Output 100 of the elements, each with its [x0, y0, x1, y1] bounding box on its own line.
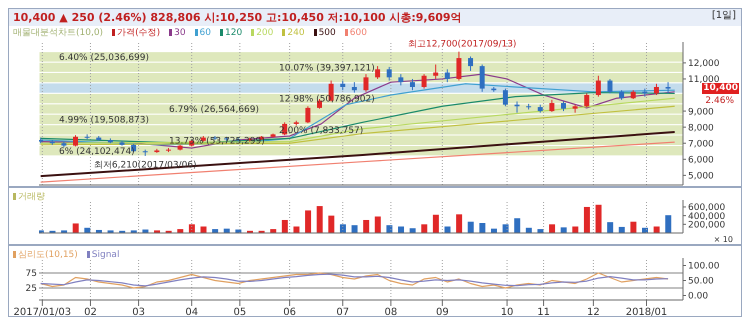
- y-tick-label: 50.00: [688, 276, 714, 287]
- x-tick-label: 10: [500, 307, 514, 318]
- candlestick: [502, 88, 508, 107]
- text: 10,400: [702, 82, 739, 94]
- bar: [665, 215, 672, 233]
- x-tick-label: 06: [283, 307, 296, 318]
- x-tick-label: 03: [132, 307, 145, 318]
- candlestick: [480, 64, 485, 92]
- candlestick: [305, 106, 310, 124]
- candlestick: [514, 100, 520, 114]
- bar: [432, 214, 439, 233]
- legend-label: 240: [286, 26, 305, 39]
- bar: [479, 223, 486, 233]
- bar: [352, 225, 358, 233]
- ref-line-label: 75: [26, 269, 37, 280]
- band-label: 6.40% (25,036,699): [59, 53, 150, 64]
- x-tick-label: 05: [233, 307, 246, 318]
- y-tick-label: 8,000: [688, 123, 714, 134]
- candlestick: [73, 134, 78, 147]
- x-tick-label: 07: [336, 307, 350, 318]
- text: [1일]: [710, 10, 737, 21]
- candlestick: [468, 56, 474, 72]
- legend-label: 30: [173, 26, 186, 39]
- text: 거래량: [17, 191, 45, 203]
- candlestick: [584, 92, 590, 108]
- bar: [421, 224, 428, 233]
- legend-label: 60: [198, 26, 211, 39]
- bar: [398, 226, 404, 233]
- x-tick-label: 04: [185, 307, 198, 318]
- legend-label: 200: [255, 26, 274, 39]
- bar: [200, 226, 207, 233]
- bar: [514, 218, 520, 233]
- y-tick-label: 400,000: [688, 212, 726, 222]
- candlestick: [549, 99, 554, 112]
- bar: [328, 216, 334, 233]
- bar: [282, 220, 288, 233]
- band-label: 6% (24,102,474): [59, 146, 135, 157]
- line-series: [40, 83, 676, 146]
- candlestick: [456, 51, 462, 82]
- legend-label: 500: [318, 26, 336, 39]
- candlestick: [386, 66, 392, 82]
- candlestick: [433, 64, 438, 80]
- text: 2.46%: [704, 96, 735, 107]
- bar: [293, 226, 300, 233]
- candlestick: [375, 66, 380, 80]
- y-tick-label: 9,000: [688, 107, 714, 118]
- y-tick-label: 5,000: [688, 172, 714, 182]
- y-tick-label: 7,000: [688, 139, 714, 150]
- bar: [630, 222, 636, 233]
- bar: [654, 226, 660, 233]
- x-tick-label: 2017/01/03: [14, 307, 72, 318]
- bar: [305, 210, 312, 233]
- y-axis-title: × 10: [714, 235, 733, 244]
- line-series: [40, 106, 676, 146]
- ref-line-label: 25: [26, 284, 37, 294]
- band-label: 4.99% (19,508,873): [59, 116, 150, 126]
- candlestick: [422, 74, 427, 90]
- bar: [607, 222, 614, 233]
- band-label: 6.79% (26,564,669): [169, 105, 260, 116]
- chart-title: 10,400 ▲ 250 (2.46%) 828,806 시:10,250 고:10,450 저:10,100 시총:9,609억: [13, 11, 462, 24]
- bar: [456, 214, 462, 233]
- text: 가격(수정): [116, 27, 160, 39]
- bar: [468, 222, 474, 233]
- legend-label: 120: [224, 26, 242, 39]
- bar: [596, 204, 602, 233]
- bar: [410, 228, 416, 233]
- x-tick-label: 09: [436, 307, 449, 318]
- legend-title: 매물대분석차트(10,0): [13, 27, 104, 39]
- x-tick-label: 02: [84, 307, 97, 318]
- candlestick: [619, 90, 624, 100]
- candlestick: [340, 80, 346, 91]
- legend-label: 600: [348, 26, 367, 39]
- y-tick-label: 100.00: [688, 262, 720, 272]
- candlestick: [398, 74, 404, 86]
- y-tick-label: 6,000: [688, 155, 714, 166]
- annotation: 최고12,700(2017/09/13): [408, 40, 516, 50]
- bar: [444, 226, 450, 233]
- bar: [374, 216, 381, 233]
- legend-label: 심리도(10,15): [17, 249, 78, 261]
- candlestick: [363, 74, 368, 92]
- x-tick-label: 08: [384, 307, 398, 318]
- candlestick: [352, 82, 357, 94]
- candlestick: [654, 83, 659, 96]
- y-tick-label: 200,000: [688, 220, 726, 231]
- bar: [618, 226, 625, 233]
- x-tick-label: 11: [537, 307, 550, 318]
- bar: [72, 223, 79, 233]
- annotation: 최저6,210(2017/03/06): [94, 160, 197, 170]
- bar: [572, 226, 578, 233]
- band-label: 10.07% (39,397,121): [279, 63, 375, 74]
- bar: [316, 206, 323, 233]
- y-tick-label: 12,000: [688, 59, 720, 70]
- y-tick-label: 0.00: [688, 292, 708, 302]
- candlestick: [596, 75, 601, 98]
- candlestick: [444, 68, 450, 83]
- bar: [224, 228, 230, 233]
- x-tick-label: 2018/01: [626, 307, 668, 318]
- bar: [490, 228, 497, 233]
- bar: [584, 206, 590, 233]
- candlestick: [410, 78, 415, 91]
